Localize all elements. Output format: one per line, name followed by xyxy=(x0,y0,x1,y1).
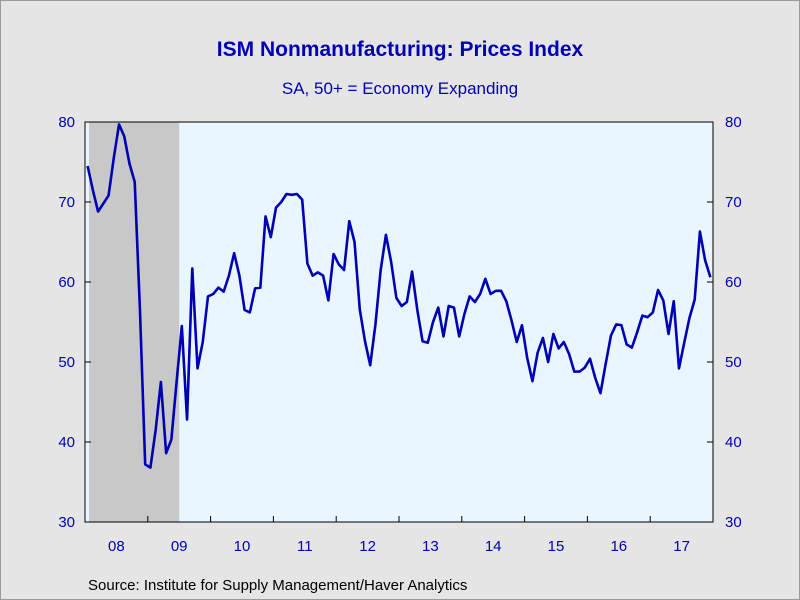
y-tick-label-right: 50 xyxy=(725,354,742,371)
x-tick-label: 13 xyxy=(422,538,439,555)
x-tick-label: 09 xyxy=(171,538,188,555)
y-tick-label-right: 80 xyxy=(725,114,742,131)
x-tick-label: 11 xyxy=(297,538,313,555)
x-tick-label: 12 xyxy=(359,538,376,555)
source-note: Source: Institute for Supply Management/… xyxy=(88,577,468,594)
y-tick-label-right: 30 xyxy=(725,514,742,531)
y-tick-label-left: 50 xyxy=(58,354,75,371)
x-tick-label: 17 xyxy=(673,538,690,555)
y-tick-label-left: 60 xyxy=(58,274,75,291)
y-tick-label-left: 40 xyxy=(58,434,75,451)
y-tick-label-left: 80 xyxy=(58,114,75,131)
y-tick-label-left: 70 xyxy=(58,194,75,211)
y-tick-label-right: 60 xyxy=(725,274,742,291)
chart-subtitle: SA, 50+ = Economy Expanding xyxy=(281,79,519,98)
chart-title: ISM Nonmanufacturing: Prices Index xyxy=(216,38,584,61)
x-tick-label: 15 xyxy=(548,538,565,555)
x-tick-label: 08 xyxy=(108,538,125,555)
y-axis-left-labels: 30 40 50 60 70 80 xyxy=(58,114,75,531)
y-tick-label-right: 70 xyxy=(725,194,742,211)
x-tick-label: 14 xyxy=(485,538,502,555)
x-axis-labels: 08 09 10 11 12 13 14 15 16 17 xyxy=(108,538,690,555)
x-tick-label: 10 xyxy=(234,538,251,555)
y-tick-label-left: 30 xyxy=(58,514,75,531)
series-line xyxy=(86,123,712,469)
y-tick-label-right: 40 xyxy=(725,434,742,451)
y-axis-right-labels: 30 40 50 60 70 80 xyxy=(725,114,742,531)
x-tick-label: 16 xyxy=(610,538,627,555)
series-layer xyxy=(86,123,712,469)
plot-border xyxy=(84,121,714,523)
